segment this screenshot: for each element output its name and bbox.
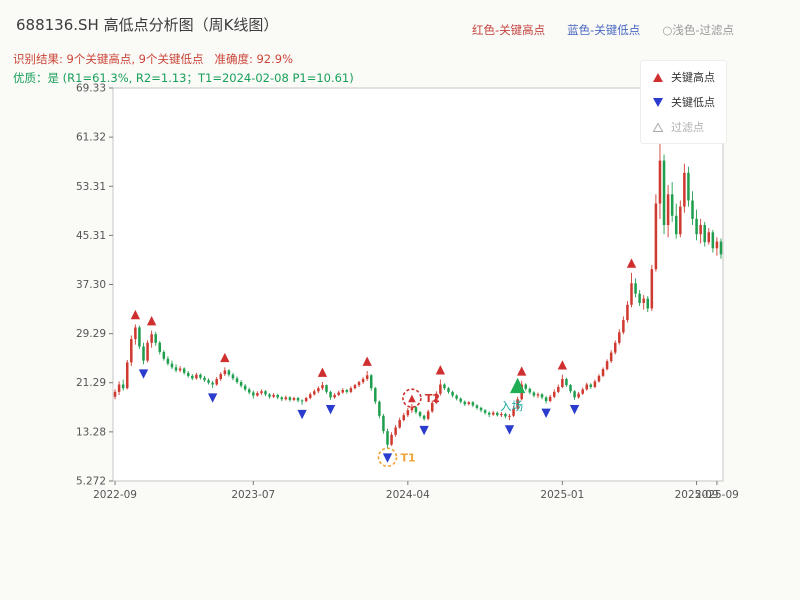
svg-text:入场: 入场 <box>500 399 523 413</box>
svg-text:45.31: 45.31 <box>76 230 106 242</box>
svg-text:T2: T2 <box>425 392 440 405</box>
legend-item-key-high-label: 关键高点 <box>671 71 715 84</box>
svg-text:2025-09: 2025-09 <box>675 489 719 501</box>
svg-text:2024-04: 2024-04 <box>386 489 430 501</box>
svg-text:29.29: 29.29 <box>76 328 106 340</box>
filtered-triangle-icon <box>652 121 664 132</box>
svg-text:2025-09: 2025-09 <box>695 489 739 501</box>
legend-item-filtered: 过滤点 <box>652 119 715 135</box>
quality-result-text: 优质：是 (R1=61.3%, R2=1.13；T1=2024-02-08 P1… <box>13 71 354 85</box>
svg-text:69.33: 69.33 <box>76 83 106 95</box>
svg-text:2022-09: 2022-09 <box>93 489 137 501</box>
chart-title: 688136.SH 高低点分析图（周K线图） <box>16 16 279 34</box>
legend-key-low-label: 蓝色-关键低点 <box>567 23 641 37</box>
legend-key-high-label: 红色-关键高点 <box>472 23 546 37</box>
svg-text:T1: T1 <box>401 451 416 464</box>
svg-text:37.30: 37.30 <box>76 279 106 291</box>
key-low-triangle-icon <box>653 97 663 107</box>
svg-text:2025-01: 2025-01 <box>540 489 584 501</box>
svg-text:53.31: 53.31 <box>76 181 106 193</box>
svg-text:5.272: 5.272 <box>76 476 106 488</box>
legend-filtered-label: ○浅色-过滤点 <box>662 23 734 37</box>
legend-item-key-low-label: 关键低点 <box>671 96 715 109</box>
top-legend: 红色-关键高点 蓝色-关键低点 ○浅色-过滤点 <box>472 22 734 38</box>
svg-text:2023-07: 2023-07 <box>231 489 275 501</box>
recognition-result-text: 识别结果: 9个关键高点, 9个关键低点 准确度: 92.9% <box>13 52 294 66</box>
svg-text:13.28: 13.28 <box>76 426 106 438</box>
key-high-triangle-icon <box>653 72 663 82</box>
legend-item-key-high: 关键高点 <box>652 69 715 85</box>
svg-text:21.29: 21.29 <box>76 377 106 389</box>
svg-text:61.32: 61.32 <box>76 132 106 144</box>
legend-box: 关键高点 关键低点 过滤点 <box>640 60 727 144</box>
legend-item-key-low: 关键低点 <box>652 94 715 110</box>
legend-item-filtered-label: 过滤点 <box>671 121 704 134</box>
